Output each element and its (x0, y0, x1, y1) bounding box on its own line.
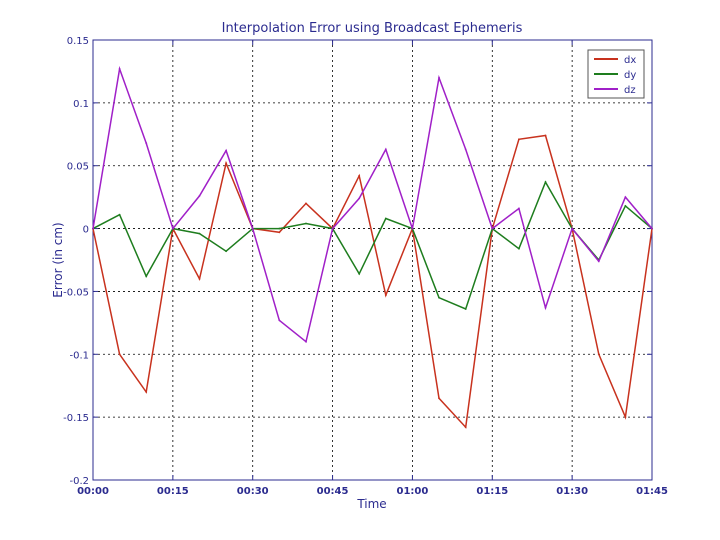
y-tick-label: 0.1 (73, 99, 89, 110)
data-point-dx (358, 174, 361, 177)
y-tick-label: 0.05 (67, 162, 89, 173)
data-point-dx (278, 231, 281, 234)
data-point-dz (624, 196, 627, 199)
grid (92, 39, 653, 481)
data-point-dz (171, 227, 174, 230)
data-point-dz (571, 227, 574, 230)
data-point-dy (464, 308, 467, 310)
data-point-dy (358, 272, 361, 275)
legend-label-dz: dz (624, 85, 636, 96)
data-point-dz (358, 197, 361, 200)
data-point-dy (305, 222, 307, 225)
x-tick-label: 01:15 (476, 486, 508, 497)
data-point-dx (518, 138, 520, 141)
plot-area-frame (92, 39, 653, 481)
x-tick-label: 00:45 (317, 486, 349, 497)
data-point-dx (225, 162, 227, 165)
data-point-dy (145, 275, 148, 278)
y-tick-label: 0 (83, 225, 89, 236)
data-point-dz (464, 148, 467, 151)
data-point-dz (411, 227, 414, 230)
data-point-dz (251, 227, 254, 230)
data-point-dz (278, 319, 281, 322)
data-point-dz (518, 207, 520, 210)
data-point-dx (464, 426, 467, 429)
data-point-dy (118, 213, 121, 216)
data-point-dz (198, 194, 201, 197)
data-point-dx (384, 294, 387, 297)
series-lines (92, 65, 653, 429)
x-tick-label: 01:30 (556, 486, 588, 497)
x-tick-label: 01:45 (636, 486, 668, 497)
data-point-dz (118, 68, 121, 70)
data-point-dz (305, 340, 307, 343)
legend: dx dy dz (587, 49, 645, 99)
series-line-dz (92, 65, 653, 344)
y-tick-label: -0.05 (63, 287, 89, 298)
data-point-dx (438, 397, 440, 400)
data-point-dx (597, 353, 600, 356)
data-point-dz (651, 227, 653, 230)
x-tick-label: 00:15 (157, 486, 189, 497)
data-point-dx (544, 134, 547, 137)
x-tick-label: 01:00 (397, 486, 429, 497)
data-point-dz (438, 76, 440, 79)
data-point-dy (518, 247, 520, 250)
data-point-dx (198, 277, 201, 280)
x-tick-label: 00:30 (237, 486, 269, 497)
legend-label-dx: dx (624, 55, 636, 66)
data-point-dx (624, 416, 627, 419)
data-point-dy (544, 181, 547, 183)
y-tick-label: -0.15 (63, 413, 89, 424)
series-line-dy (92, 180, 653, 311)
data-point-dx (118, 353, 121, 356)
x-axis-label: Time (356, 497, 386, 511)
data-point-dy (278, 227, 281, 230)
data-point-dy (225, 250, 227, 253)
data-point-dy (438, 296, 440, 299)
data-point-dz (92, 227, 94, 230)
data-point-dz (597, 260, 600, 263)
data-point-dz (491, 227, 494, 230)
data-point-dx (145, 391, 148, 393)
data-point-dx (305, 202, 307, 205)
data-point-dz (145, 142, 148, 144)
data-point-dy (384, 217, 387, 220)
data-point-dz (384, 148, 387, 151)
series-line-dx (92, 134, 653, 429)
y-tick-label: 0.15 (67, 36, 89, 47)
y-axis-label: Error (in cm) (51, 222, 65, 297)
x-tick-label: 00:00 (77, 486, 109, 497)
y-tick-label: -0.2 (69, 476, 89, 487)
data-point-dz (544, 306, 547, 309)
data-point-dy (624, 205, 627, 207)
y-tick-label: -0.1 (69, 350, 89, 361)
data-point-dz (331, 227, 334, 230)
axis-ticks: 0.15 0.1 0.05 0 -0.05 -0.1 -0.15 -0.200:00 00:15… (63, 36, 668, 497)
chart-title: Interpolation Error using Broadcast Ephe… (222, 21, 523, 36)
data-point-dz (225, 149, 227, 152)
data-point-dy (198, 232, 201, 235)
legend-label-dy: dy (624, 70, 636, 81)
